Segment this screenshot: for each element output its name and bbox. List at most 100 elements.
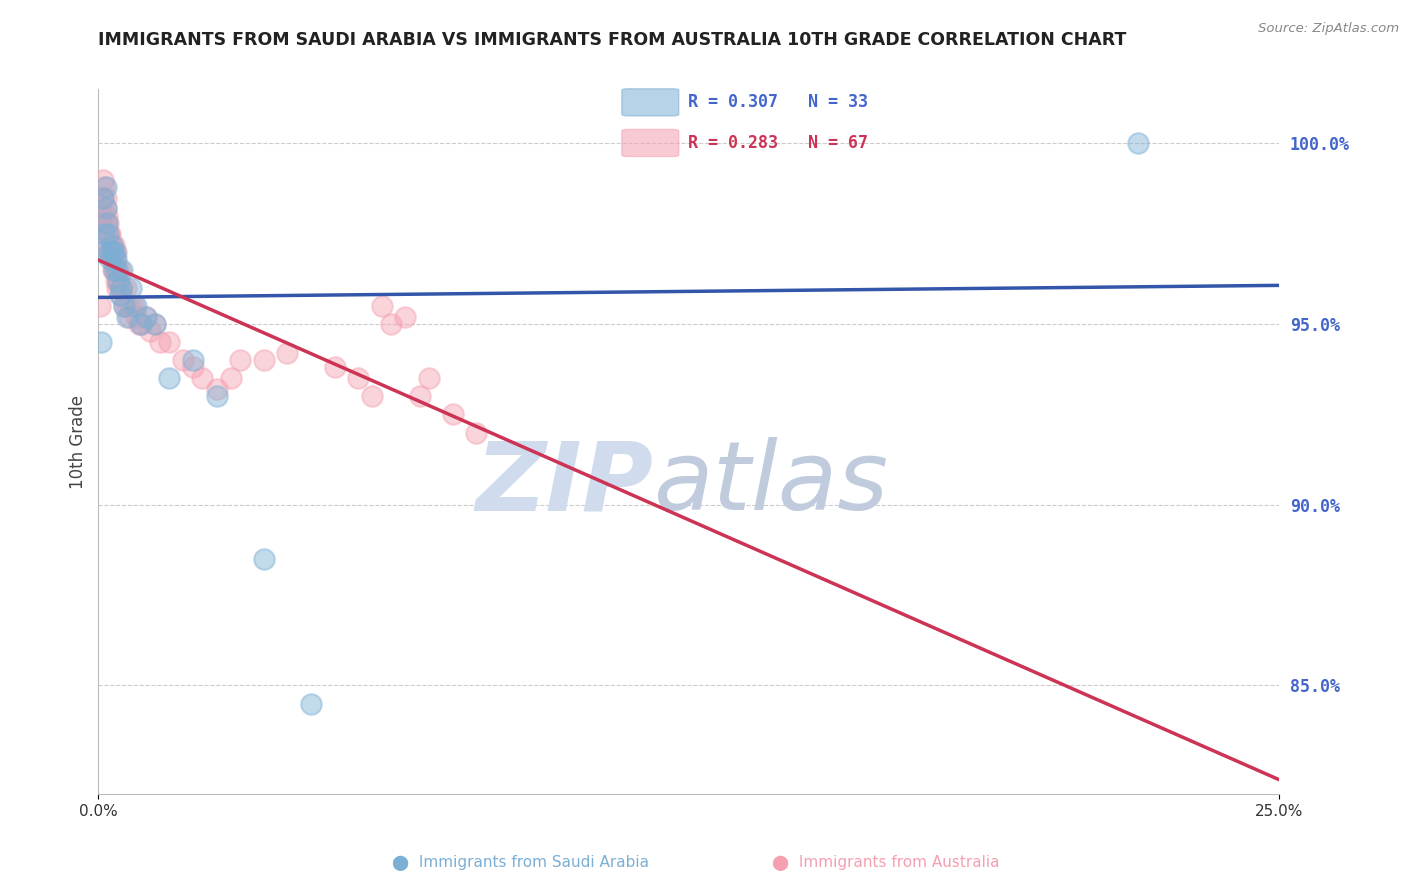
Point bbox=[371, 299, 394, 313]
Point bbox=[157, 371, 180, 385]
Point bbox=[94, 191, 117, 205]
Point bbox=[104, 252, 127, 266]
Point bbox=[323, 360, 346, 375]
Point bbox=[94, 202, 117, 216]
Point bbox=[108, 263, 131, 277]
Point bbox=[408, 389, 430, 403]
Point bbox=[97, 227, 120, 241]
Point bbox=[205, 382, 228, 396]
Point bbox=[90, 216, 112, 230]
Point bbox=[97, 237, 120, 252]
Point bbox=[125, 310, 148, 324]
Text: R = 0.283   N = 67: R = 0.283 N = 67 bbox=[689, 134, 869, 152]
Point bbox=[128, 317, 150, 331]
Point bbox=[91, 172, 114, 186]
Point bbox=[191, 371, 214, 385]
Y-axis label: 10th Grade: 10th Grade bbox=[69, 394, 87, 489]
Point bbox=[157, 335, 180, 350]
Point bbox=[103, 237, 125, 252]
Point bbox=[104, 244, 127, 259]
Point bbox=[1126, 136, 1149, 151]
Text: ZIP: ZIP bbox=[475, 437, 654, 531]
Point bbox=[97, 244, 120, 259]
Point bbox=[101, 244, 124, 259]
Point bbox=[118, 310, 141, 324]
Point bbox=[110, 288, 132, 302]
Text: IMMIGRANTS FROM SAUDI ARABIA VS IMMIGRANTS FROM AUSTRALIA 10TH GRADE CORRELATION: IMMIGRANTS FROM SAUDI ARABIA VS IMMIGRAN… bbox=[98, 31, 1126, 49]
Point bbox=[347, 371, 370, 385]
Point bbox=[100, 237, 122, 252]
FancyBboxPatch shape bbox=[621, 89, 679, 116]
Point bbox=[96, 216, 118, 230]
Point bbox=[105, 274, 128, 288]
Point bbox=[91, 191, 114, 205]
Point bbox=[125, 299, 148, 313]
Point bbox=[121, 281, 143, 295]
Point bbox=[104, 263, 127, 277]
Point bbox=[418, 371, 440, 385]
Point bbox=[181, 353, 204, 368]
Point bbox=[107, 274, 129, 288]
Point bbox=[108, 281, 131, 295]
Point bbox=[89, 299, 111, 313]
Point bbox=[91, 191, 114, 205]
Text: R = 0.307   N = 33: R = 0.307 N = 33 bbox=[689, 94, 869, 112]
Point bbox=[115, 299, 138, 313]
Point bbox=[96, 227, 118, 241]
Point bbox=[219, 371, 242, 385]
Point bbox=[121, 299, 143, 313]
Point bbox=[100, 237, 122, 252]
Point bbox=[149, 335, 172, 350]
Point bbox=[129, 317, 152, 331]
Point bbox=[98, 252, 121, 266]
Point bbox=[441, 408, 464, 422]
Point bbox=[181, 360, 204, 375]
Point bbox=[97, 216, 120, 230]
Point bbox=[98, 227, 121, 241]
Point bbox=[276, 346, 298, 360]
Point bbox=[97, 227, 120, 241]
Point bbox=[253, 353, 276, 368]
Point bbox=[105, 281, 128, 295]
Point bbox=[93, 227, 115, 241]
Point bbox=[101, 244, 124, 259]
Point bbox=[114, 281, 136, 295]
FancyBboxPatch shape bbox=[621, 129, 679, 157]
Point bbox=[105, 244, 128, 259]
Point bbox=[380, 317, 402, 331]
Point bbox=[229, 353, 252, 368]
Point bbox=[253, 552, 276, 566]
Point bbox=[98, 244, 121, 259]
Point bbox=[111, 263, 134, 277]
Point bbox=[110, 281, 132, 295]
Point bbox=[143, 317, 166, 331]
Point bbox=[172, 353, 194, 368]
Point bbox=[93, 179, 115, 194]
Point bbox=[94, 216, 117, 230]
Point bbox=[90, 335, 112, 350]
Point bbox=[135, 310, 157, 324]
Point bbox=[115, 310, 138, 324]
Text: ⬤  Immigrants from Saudi Arabia: ⬤ Immigrants from Saudi Arabia bbox=[392, 855, 648, 871]
Text: atlas: atlas bbox=[654, 437, 889, 531]
Point bbox=[100, 252, 122, 266]
Point bbox=[299, 697, 322, 711]
Point bbox=[91, 191, 114, 205]
Point bbox=[90, 209, 112, 223]
Point bbox=[93, 209, 115, 223]
Text: ⬤  Immigrants from Australia: ⬤ Immigrants from Australia bbox=[772, 855, 1000, 871]
Point bbox=[129, 317, 152, 331]
Point bbox=[111, 281, 134, 295]
Point bbox=[139, 324, 162, 338]
Point bbox=[112, 299, 135, 313]
Point bbox=[97, 244, 120, 259]
Point bbox=[91, 244, 114, 259]
Point bbox=[465, 425, 488, 440]
Point bbox=[94, 202, 117, 216]
Point bbox=[205, 389, 228, 403]
Point bbox=[103, 263, 125, 277]
Text: Source: ZipAtlas.com: Source: ZipAtlas.com bbox=[1258, 22, 1399, 36]
Point bbox=[108, 288, 131, 302]
Point bbox=[105, 263, 128, 277]
Point bbox=[101, 263, 124, 277]
